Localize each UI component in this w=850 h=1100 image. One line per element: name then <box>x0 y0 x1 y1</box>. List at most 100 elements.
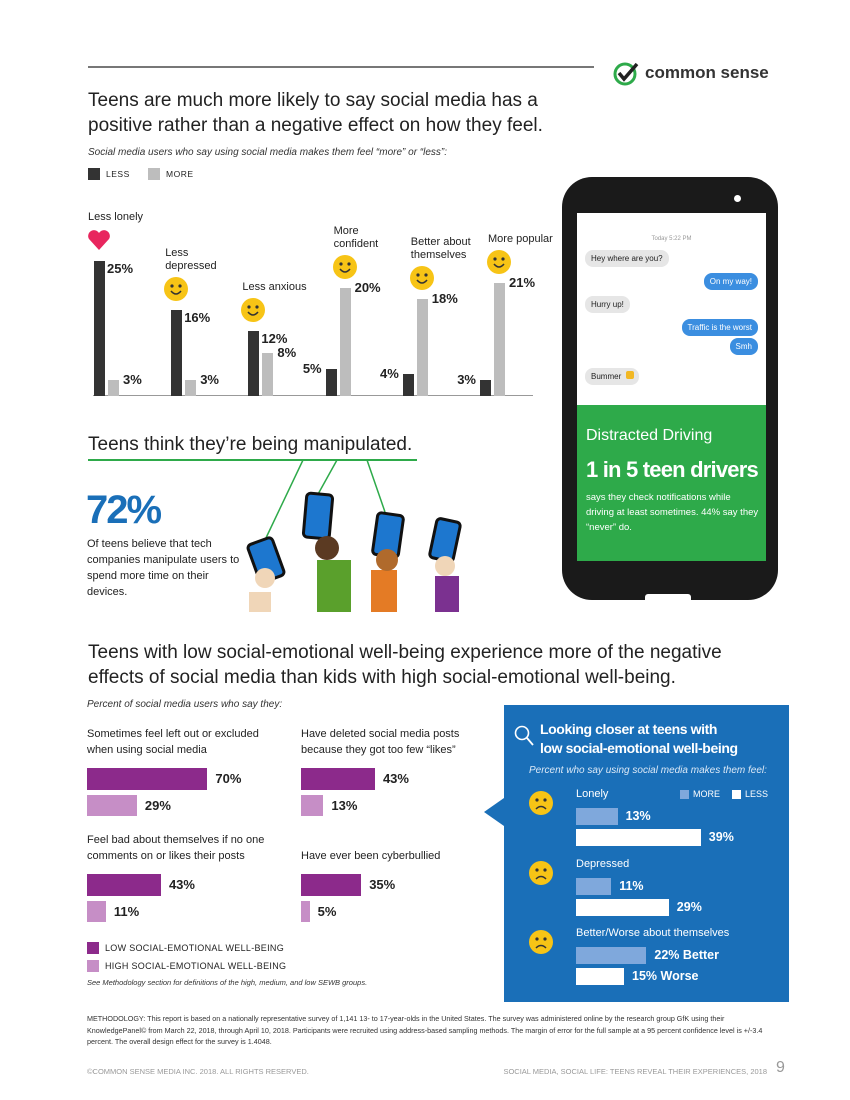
hand <box>255 568 275 588</box>
emoji-eye <box>424 273 428 277</box>
phone-icon <box>428 517 462 563</box>
hand <box>315 536 339 560</box>
panel-title: Looking closer at teens with low social-… <box>540 721 738 756</box>
category-label: More popular <box>488 232 553 245</box>
bar <box>576 829 701 846</box>
category-label: Less lonely <box>88 211 144 223</box>
value-label: 5% <box>317 903 337 919</box>
copyright: ©COMMON SENSE MEDIA INC. 2018. ALL RIGHT… <box>87 1067 309 1076</box>
string <box>366 460 386 513</box>
emoji-face <box>529 860 553 885</box>
value-label: 18% <box>431 290 458 306</box>
bar <box>325 369 337 396</box>
emoji-icon <box>487 249 511 274</box>
header-rule <box>88 66 594 68</box>
string <box>316 460 338 497</box>
value-label: 12% <box>261 331 288 347</box>
bar <box>108 379 119 396</box>
emoji-icon <box>88 230 110 250</box>
emoji-eye <box>543 937 547 941</box>
panel-label: Sometimes feel left out or excluded when… <box>87 728 259 756</box>
value-label: 21% <box>509 274 536 290</box>
value-label: 8% <box>277 344 297 360</box>
emoji-eye <box>501 256 505 261</box>
emoji-face <box>241 298 266 323</box>
value-label: 11% <box>113 903 140 919</box>
section-title: Teens think they’re being manipulated. <box>88 434 413 455</box>
emoji-eye <box>170 283 174 288</box>
magnifier-lens <box>514 725 530 741</box>
legend-label: HIGH SOCIAL-EMOTIONAL WELL-BEING <box>105 961 287 971</box>
emoji-face <box>487 249 511 274</box>
bar <box>94 261 105 396</box>
arm <box>317 560 351 612</box>
emoji-icon <box>529 930 553 954</box>
bar <box>339 288 351 396</box>
panel-pointer <box>484 798 504 826</box>
emoji-icon <box>164 276 189 301</box>
emoji-eye <box>493 256 497 261</box>
emoji-mouth <box>493 263 505 268</box>
legend-swatch <box>680 790 689 799</box>
driving-panel <box>577 405 766 561</box>
value-label: 29% <box>144 797 171 813</box>
emoji-mouth <box>247 311 259 316</box>
emoji-icon <box>241 298 266 323</box>
magnifier-handle <box>526 737 534 746</box>
value-label: 3% <box>457 371 476 387</box>
legend-swatch <box>87 960 99 972</box>
bar <box>301 874 362 896</box>
value-label: 13% <box>331 797 358 813</box>
legend-label: LESS <box>106 169 130 179</box>
message-time: Today 5:22 PM <box>651 236 692 242</box>
panel-label: Feel bad about themselves if no one comm… <box>87 834 265 862</box>
page-number: 9 <box>776 1059 785 1076</box>
emoji-face <box>332 255 357 279</box>
emoji-eye <box>543 798 547 802</box>
emoji-eye <box>535 937 539 941</box>
emoji-mouth <box>535 875 547 880</box>
emoji-eye <box>535 798 539 802</box>
emoji-eye <box>255 305 259 309</box>
value-label: 70% <box>215 771 242 786</box>
value-label: 43% <box>382 771 409 786</box>
bar <box>87 768 208 790</box>
category-label: More confident <box>333 225 379 250</box>
bar <box>301 795 324 816</box>
phone-icon <box>301 491 335 541</box>
bar <box>576 968 624 985</box>
emoji-eye <box>346 262 351 266</box>
bar <box>416 298 428 396</box>
stat-text: Of teens believe that tech companies man… <box>87 538 240 598</box>
value-label: 15% Worse <box>632 969 699 983</box>
magnifier-icon <box>514 725 534 746</box>
category-label: Less depressed <box>165 246 217 272</box>
value-label: 3% <box>200 371 219 387</box>
emoji-eye <box>543 867 547 872</box>
legend-swatch <box>732 790 741 799</box>
bar <box>301 768 375 790</box>
legend-label: LESS <box>745 789 769 799</box>
bar <box>576 808 618 825</box>
section-subtitle: Percent of social media users who say th… <box>87 699 283 710</box>
stat: 72% <box>86 488 162 532</box>
category-label: Depressed <box>576 857 630 870</box>
legend-swatch <box>87 942 99 954</box>
sewb-panel <box>504 705 789 1002</box>
value-label: 13% <box>625 809 651 823</box>
hand <box>376 549 398 571</box>
emoji-mouth <box>416 279 428 284</box>
emoji-icon <box>409 265 434 290</box>
value-label: 20% <box>354 280 381 295</box>
bar <box>248 331 260 396</box>
thumbs-icon <box>626 371 634 379</box>
hand <box>435 556 455 576</box>
category-label: Lonely <box>576 788 609 800</box>
bar <box>494 282 505 396</box>
bar <box>171 309 183 396</box>
panel-text: says they check notifications while driv… <box>586 492 759 533</box>
panel-label: Have ever been cyberbullied <box>301 850 441 862</box>
heart-shape <box>88 230 110 250</box>
phone-camera <box>734 195 741 202</box>
emoji-face <box>529 930 553 954</box>
